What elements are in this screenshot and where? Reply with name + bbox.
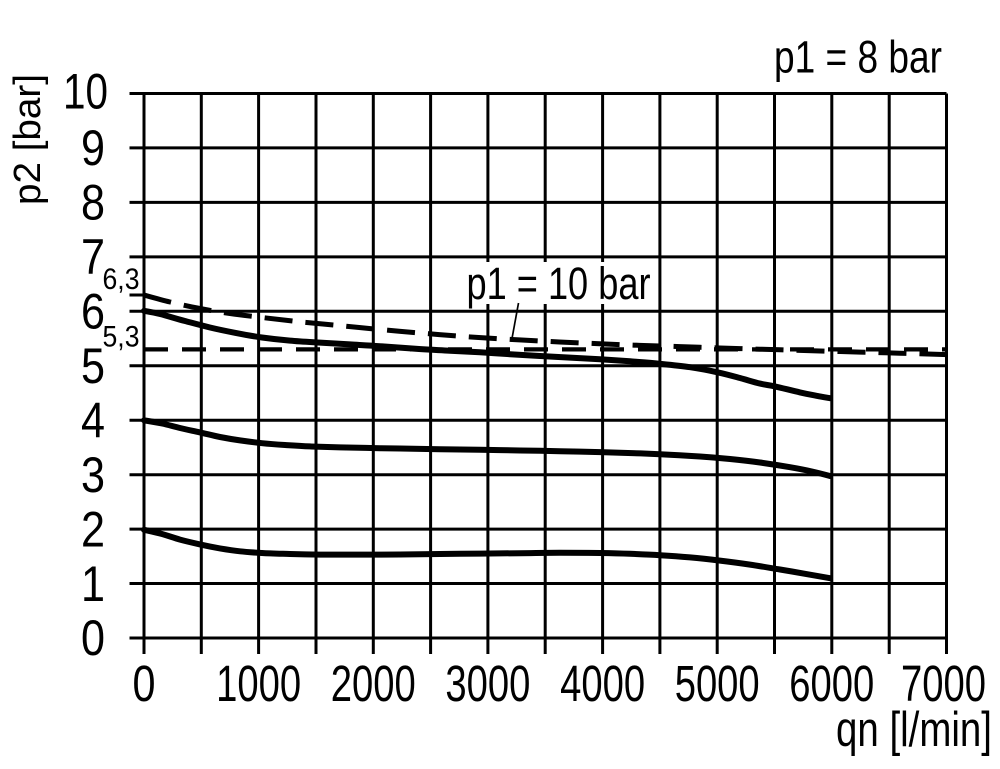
svg-text:7000: 7000 — [901, 655, 986, 712]
svg-text:1: 1 — [81, 556, 105, 612]
svg-text:2: 2 — [81, 501, 105, 557]
svg-text:6: 6 — [81, 284, 105, 340]
svg-text:8: 8 — [81, 175, 105, 231]
svg-text:5,3: 5,3 — [103, 321, 140, 354]
svg-text:10: 10 — [63, 64, 108, 120]
svg-text:2000: 2000 — [331, 655, 416, 712]
svg-text:4000: 4000 — [560, 655, 645, 712]
svg-text:0: 0 — [81, 610, 105, 666]
svg-text:3: 3 — [81, 447, 105, 503]
svg-text:p2 [bar]: p2 [bar] — [7, 74, 49, 205]
svg-text:4: 4 — [81, 392, 105, 448]
svg-text:3000: 3000 — [445, 655, 530, 712]
svg-text:9: 9 — [81, 120, 105, 176]
svg-text:qn [l/min]: qn [l/min] — [836, 703, 992, 757]
svg-text:p1 = 10 bar: p1 = 10 bar — [467, 258, 651, 309]
svg-text:7: 7 — [81, 229, 105, 285]
svg-text:p1 = 8 bar: p1 = 8 bar — [774, 31, 942, 82]
svg-text:5: 5 — [81, 338, 105, 394]
svg-text:6,3: 6,3 — [103, 263, 140, 296]
svg-text:1000: 1000 — [216, 655, 301, 712]
svg-text:6000: 6000 — [789, 655, 874, 712]
svg-text:5000: 5000 — [675, 655, 760, 712]
svg-text:0: 0 — [133, 655, 156, 712]
